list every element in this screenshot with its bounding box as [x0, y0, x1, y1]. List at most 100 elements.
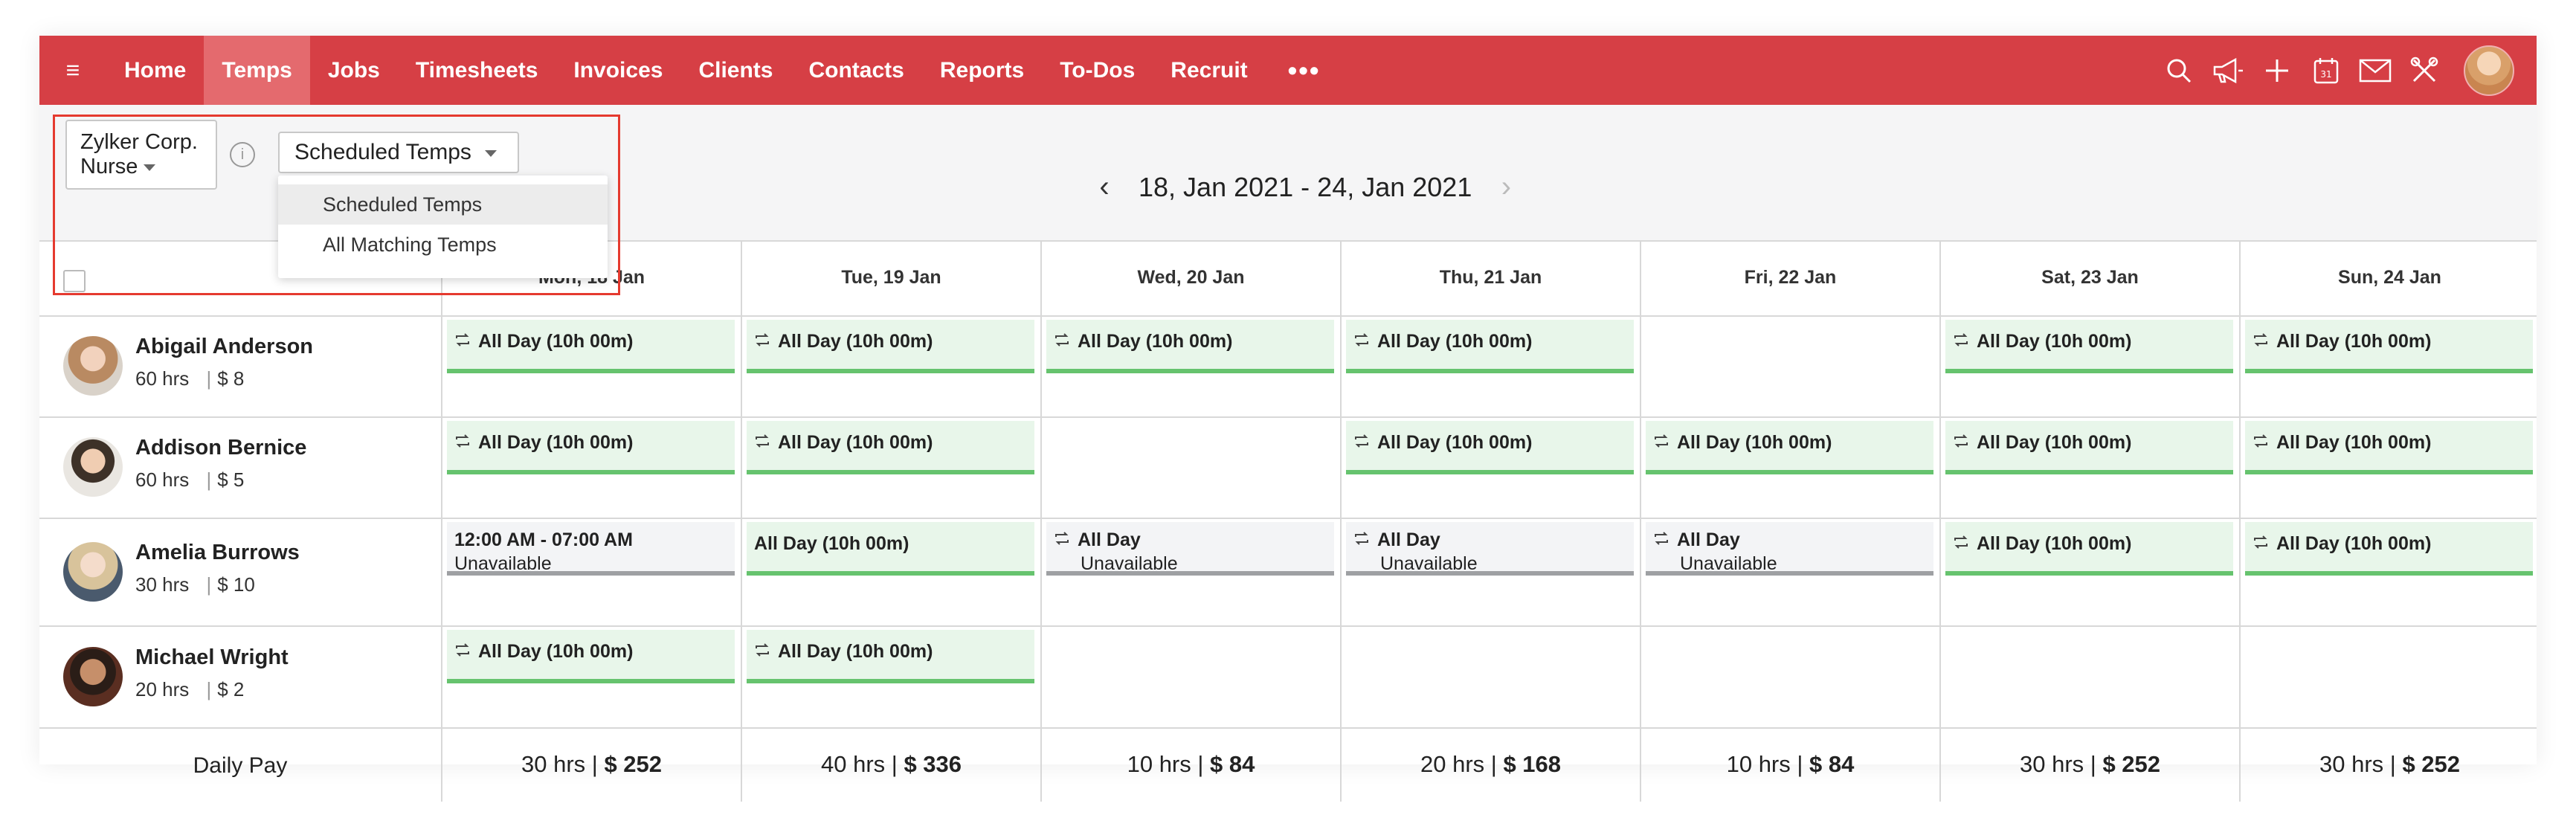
more-menu-icon[interactable]: •••: [1287, 54, 1321, 86]
schedule-cell[interactable]: 12:00 AM - 07:00 AM Unavailable: [441, 518, 741, 625]
schedule-cell[interactable]: All Day (10h 00m): [741, 315, 1040, 416]
temp-avatar: [63, 437, 123, 497]
schedule-cell[interactable]: All Day (10h 00m): [1340, 416, 1640, 518]
nav-tab-invoices[interactable]: Invoices: [573, 57, 663, 83]
shift-block[interactable]: All Day (10h 00m): [1046, 320, 1334, 373]
shift-block[interactable]: All Day (10h 00m): [447, 421, 735, 474]
schedule-cell[interactable]: All Day (10h 00m): [441, 315, 741, 416]
shift-block[interactable]: All Day (10h 00m): [1945, 421, 2233, 474]
nav-tab-clients[interactable]: Clients: [698, 57, 773, 83]
megaphone-icon[interactable]: [2203, 36, 2253, 105]
prev-week-icon[interactable]: ‹: [1099, 170, 1110, 203]
role-name: Nurse: [80, 155, 138, 178]
shift-block[interactable]: All Day (10h 00m): [1346, 320, 1634, 373]
shift-time: All Day: [1677, 529, 1740, 550]
shift-block[interactable]: All Day (10h 00m): [2245, 522, 2533, 576]
temp-hours: 60 hrs: [135, 468, 190, 491]
menu-icon[interactable]: ≡: [65, 57, 80, 83]
schedule-cell[interactable]: All Day (10h 00m): [741, 518, 1040, 625]
daily-amount: $ 252: [2102, 751, 2161, 777]
shift-block[interactable]: All Day (10h 00m): [447, 630, 735, 683]
shift-time: All Day: [1377, 529, 1440, 550]
repeat-icon: [754, 641, 770, 663]
schedule-cell[interactable]: All Day (10h 00m): [2239, 416, 2539, 518]
repeat-icon: [1953, 331, 1969, 352]
schedule-cell[interactable]: All Day (10h 00m): [441, 416, 741, 518]
schedule-cell[interactable]: All Day (10h 00m): [441, 625, 741, 727]
nav-tab-timesheets[interactable]: Timesheets: [415, 57, 538, 83]
unavailable-block[interactable]: All Day Unavailable: [1646, 522, 1933, 576]
nav-tab-temps[interactable]: Temps: [204, 36, 310, 105]
shift-block[interactable]: All Day (10h 00m): [2245, 320, 2533, 373]
calendar-icon[interactable]: 31: [2302, 36, 2351, 105]
daily-amount: $ 336: [904, 751, 962, 777]
shift-time: All Day (10h 00m): [778, 331, 933, 352]
tools-icon[interactable]: [2400, 36, 2449, 105]
daily-total: 40 hrs | $ 336: [741, 727, 1040, 802]
shift-block[interactable]: All Day (10h 00m): [747, 630, 1034, 683]
user-avatar[interactable]: [2464, 45, 2514, 96]
mail-icon[interactable]: [2351, 36, 2400, 105]
client-role-select[interactable]: Zylker Corp. Nurse: [65, 120, 217, 190]
repeat-icon: [1653, 432, 1669, 454]
shift-block[interactable]: All Day (10h 00m): [747, 421, 1034, 474]
app-window: ≡ Home Temps Jobs Timesheets Invoices Clients…: [39, 36, 2539, 802]
temp-name[interactable]: Addison Bernice: [135, 436, 307, 460]
shift-time: All Day (10h 00m): [1078, 331, 1233, 352]
shift-block[interactable]: All Day (10h 00m): [747, 522, 1034, 576]
shift-block[interactable]: All Day (10h 00m): [747, 320, 1034, 373]
repeat-icon: [754, 331, 770, 352]
dropdown-option[interactable]: All Matching Temps: [323, 233, 497, 256]
shift-block[interactable]: All Day (10h 00m): [2245, 421, 2533, 474]
shift-block[interactable]: All Day (10h 00m): [1945, 522, 2233, 576]
search-icon[interactable]: [2154, 36, 2203, 105]
temp-name[interactable]: Amelia Burrows: [135, 540, 300, 564]
next-week-icon[interactable]: ›: [1501, 170, 1512, 203]
nav-tab-contacts[interactable]: Contacts: [808, 57, 904, 83]
temp-filter-select[interactable]: Scheduled Temps: [278, 132, 519, 173]
schedule-cell[interactable]: All Day (10h 00m): [1939, 518, 2239, 625]
add-icon[interactable]: [2253, 36, 2302, 105]
daily-amount: $ 84: [1210, 751, 1255, 777]
separator: |: [201, 367, 212, 390]
shift-time: All Day (10h 00m): [2276, 533, 2432, 554]
schedule-cell[interactable]: All Day Unavailable: [1040, 518, 1340, 625]
nav-tab-reports[interactable]: Reports: [939, 57, 1025, 83]
schedule-cell[interactable]: All Day (10h 00m): [1939, 416, 2239, 518]
schedule-cell[interactable]: All Day (10h 00m): [1640, 416, 1939, 518]
shift-block[interactable]: All Day (10h 00m): [447, 320, 735, 373]
daily-total: 30 hrs | $ 252: [441, 727, 741, 802]
unavailable-block[interactable]: 12:00 AM - 07:00 AM Unavailable: [447, 522, 735, 576]
nav-tab-home[interactable]: Home: [124, 57, 187, 83]
schedule-cell[interactable]: All Day (10h 00m): [2239, 518, 2539, 625]
info-icon[interactable]: i: [230, 142, 255, 167]
nav-tab-jobs[interactable]: Jobs: [327, 57, 380, 83]
shift-block[interactable]: All Day (10h 00m): [1646, 421, 1933, 474]
day-header: Sun, 24 Jan: [2239, 240, 2539, 315]
temp-filter-value: Scheduled Temps: [294, 140, 471, 164]
schedule-cell[interactable]: All Day Unavailable: [1340, 518, 1640, 625]
schedule-cell[interactable]: All Day (10h 00m): [1939, 315, 2239, 416]
schedule-cell[interactable]: All Day Unavailable: [1640, 518, 1939, 625]
temp-name[interactable]: Michael Wright: [135, 645, 289, 669]
shift-block[interactable]: All Day (10h 00m): [1945, 320, 2233, 373]
daily-hours: 40 hrs: [820, 751, 886, 777]
nav-tab-recruit[interactable]: Recruit: [1171, 57, 1248, 83]
schedule-cell[interactable]: All Day (10h 00m): [1040, 315, 1340, 416]
dropdown-option[interactable]: Scheduled Temps: [278, 184, 608, 225]
temp-row: Amelia Burrows 30 hrs | $ 10 12:00 AM - 07:…: [39, 518, 2537, 627]
schedule-cell[interactable]: All Day (10h 00m): [741, 416, 1040, 518]
schedule-cell[interactable]: All Day (10h 00m): [741, 625, 1040, 727]
repeat-icon: [1953, 533, 1969, 555]
separator: |: [1484, 751, 1504, 777]
shift-block[interactable]: All Day (10h 00m): [1346, 421, 1634, 474]
unavailable-block[interactable]: All Day Unavailable: [1346, 522, 1634, 576]
unavailable-block[interactable]: All Day Unavailable: [1046, 522, 1334, 576]
select-all-checkbox[interactable]: [63, 270, 86, 292]
schedule-cell[interactable]: All Day (10h 00m): [1340, 315, 1640, 416]
shift-time: All Day (10h 00m): [1377, 432, 1533, 453]
schedule-cell[interactable]: All Day (10h 00m): [2239, 315, 2539, 416]
daily-amount: $ 84: [1809, 751, 1855, 777]
temp-name[interactable]: Abigail Anderson: [135, 335, 313, 358]
nav-tab-todos[interactable]: To-Dos: [1060, 57, 1136, 83]
